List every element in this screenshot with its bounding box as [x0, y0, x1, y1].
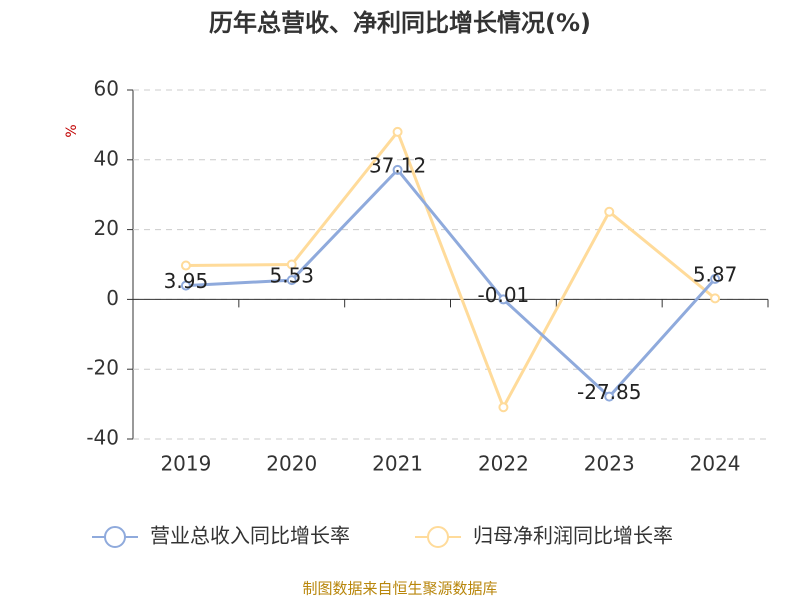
chart-title: 历年总营收、净利同比增长情况(%): [209, 9, 591, 37]
data-label: 5.87: [693, 262, 738, 286]
x-tick-label: 2022: [478, 452, 529, 476]
data-point: [180, 260, 191, 271]
y-tick-label: 60: [94, 77, 119, 101]
data-point: [392, 126, 403, 137]
data-label: -27.85: [577, 380, 641, 404]
data-label: 5.53: [269, 264, 314, 288]
data-point: [498, 402, 509, 413]
x-tick-label: 2024: [690, 452, 741, 476]
x-tick-label: 2023: [584, 452, 635, 476]
data-point: [286, 275, 297, 286]
data-point: [604, 206, 615, 217]
data-point: [710, 293, 721, 304]
y-tick-label: 40: [94, 146, 119, 170]
data-point: [604, 391, 615, 402]
data-label: 37.12: [369, 153, 426, 177]
data-point: [392, 164, 403, 175]
data-point: [498, 294, 509, 305]
y-axis-label: %: [64, 124, 80, 137]
series-line: [185, 128, 717, 411]
data-label: 3.95: [164, 269, 209, 293]
y-tick-label: -40: [86, 426, 119, 450]
legend-marker[interactable]: [104, 526, 126, 548]
x-tick-label: 2019: [160, 452, 211, 476]
series-line: [185, 167, 717, 399]
legend-label[interactable]: 营业总收入同比增长率: [150, 524, 350, 548]
y-tick-label: -20: [86, 356, 119, 380]
legend-marker[interactable]: [427, 526, 449, 548]
x-tick-label: 2021: [372, 452, 423, 476]
x-tick-label: 2020: [266, 452, 317, 476]
data-label: -0.01: [478, 283, 530, 307]
data-point: [286, 259, 297, 270]
y-tick-label: 0: [106, 286, 119, 310]
data-point: [180, 280, 191, 291]
y-tick-label: 20: [94, 216, 119, 240]
source-note: 制图数据来自恒生聚源数据库: [302, 580, 497, 598]
data-point: [710, 273, 721, 284]
legend-label[interactable]: 归母净利润同比增长率: [473, 524, 673, 548]
